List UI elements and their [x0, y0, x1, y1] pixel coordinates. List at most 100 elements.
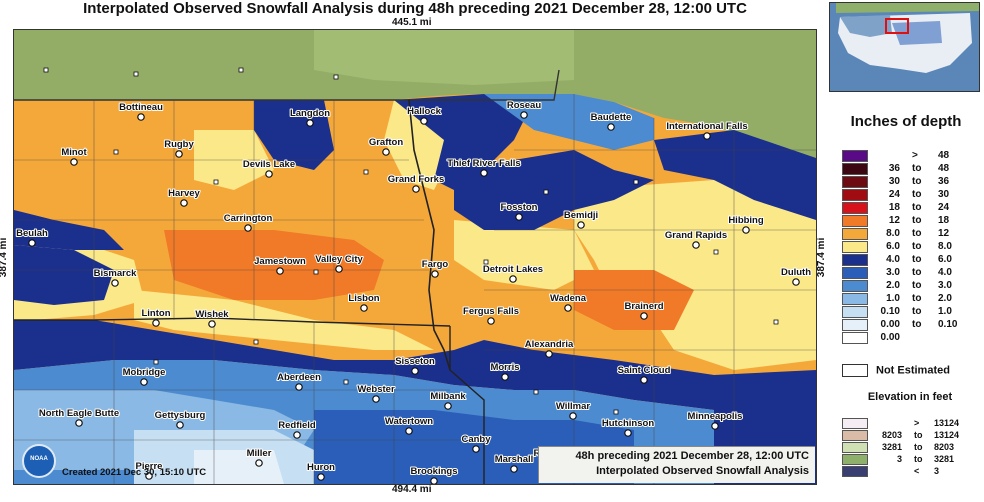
city-marker[interactable]: Jamestown [253, 255, 307, 275]
city-marker[interactable]: Hallock [406, 105, 443, 125]
city-marker[interactable]: Bottineau [118, 101, 164, 121]
city-marker[interactable]: Duluth [780, 266, 812, 286]
city-marker[interactable]: Minot [60, 146, 88, 166]
legend-row: 24 to 30 [842, 189, 972, 201]
city-label: Duluth [781, 267, 811, 278]
city-marker[interactable]: Alexandria [524, 338, 575, 358]
city-label: Grand Forks [388, 174, 445, 185]
city-marker[interactable]: North Eagle Butte [38, 407, 120, 427]
snowfall-map[interactable]: Bottineau Langdon Hallock Roseau Baudette Int… [13, 29, 817, 485]
legend-low: 6.0 [886, 241, 900, 252]
legend-row: 0.10 to 1.0 [842, 306, 972, 318]
circle-icon [412, 185, 420, 193]
city-marker[interactable]: Hibbing [727, 214, 765, 234]
city-marker[interactable]: Langdon [289, 107, 331, 127]
legend-row: 12 to 18 [842, 215, 972, 227]
legend-swatch [842, 241, 868, 253]
city-marker[interactable]: Harvey [167, 187, 202, 207]
circle-icon [640, 312, 648, 320]
legend-row: 6.0 to 8.0 [842, 241, 972, 253]
elevation-title: Elevation in feet [867, 391, 953, 403]
city-marker[interactable]: Wishek [194, 308, 230, 328]
city-marker[interactable]: Huron [306, 461, 336, 481]
city-marker[interactable]: Bismarck [93, 267, 138, 287]
city-marker[interactable]: Linton [140, 307, 172, 327]
legend-high: 48 [938, 163, 950, 174]
legend-swatch [842, 189, 868, 201]
circle-icon [480, 169, 488, 177]
legend-low: 0.00 [880, 332, 900, 343]
city-label: Beulah [16, 228, 48, 239]
legend-low: 12 [888, 215, 900, 226]
not-estimated-swatch [842, 364, 868, 377]
city-marker[interactable]: Fergus Falls [462, 305, 520, 325]
city-marker[interactable]: Marshall [494, 453, 534, 473]
elevation-swatch [842, 430, 868, 441]
legend-to: to [912, 293, 922, 304]
city-marker[interactable]: Webster [356, 383, 396, 403]
city-marker[interactable]: Rugby [163, 138, 195, 158]
legend-high: 18 [938, 215, 950, 226]
city-label: Brookings [411, 466, 458, 477]
city-marker[interactable]: Mobridge [122, 366, 166, 386]
city-marker[interactable]: Wadena [549, 292, 588, 312]
city-marker[interactable]: Willmar [555, 400, 591, 420]
legend-high: 30 [938, 189, 950, 200]
city-label: Hutchinson [602, 418, 654, 429]
city-marker[interactable]: Sisseton [394, 355, 436, 375]
city-marker[interactable]: Valley City [314, 253, 364, 273]
legend-title: Inches of depth [850, 113, 962, 130]
city-marker[interactable]: Aberdeen [276, 371, 322, 391]
city-marker[interactable]: Carrington [223, 212, 273, 232]
info-line-1: 48h preceding 2021 December 28, 12:00 UT… [575, 450, 809, 462]
city-marker[interactable]: Fargo [421, 258, 449, 278]
elevation-row: 3281 to 8203 [842, 442, 972, 453]
blue-north-zone [254, 100, 334, 170]
circle-icon [792, 278, 800, 286]
elevation-swatch [842, 454, 868, 465]
city-label: Brainerd [624, 301, 663, 312]
legend-low: 3.0 [886, 267, 900, 278]
city-marker[interactable]: Grafton [368, 136, 404, 156]
city-marker[interactable]: Pierre [135, 460, 163, 480]
legend-to: to [912, 280, 922, 291]
city-marker[interactable]: Lisbon [347, 292, 381, 312]
city-marker[interactable]: Brainerd [623, 300, 665, 320]
city-marker[interactable]: Brookings [410, 465, 458, 484]
city-marker[interactable]: Hutchinson [601, 417, 655, 437]
circle-icon [577, 221, 585, 229]
legend-swatch [842, 150, 868, 162]
city-marker[interactable]: Thief River Falls [446, 157, 522, 177]
city-marker[interactable]: Saint Cloud [617, 364, 672, 384]
city-marker[interactable]: Devils Lake [242, 158, 296, 178]
city-marker[interactable]: Roseau [506, 99, 542, 119]
inset-locator-map[interactable] [829, 2, 980, 92]
city-marker[interactable]: International Falls [665, 120, 749, 140]
city-marker[interactable]: Gettysburg [154, 409, 207, 429]
circle-icon [487, 317, 495, 325]
city-marker[interactable]: Fosston [500, 201, 539, 221]
city-marker[interactable]: Redfield [277, 419, 317, 439]
city-marker[interactable]: Morris [489, 361, 521, 381]
city-label: Alexandria [525, 339, 574, 350]
city-marker[interactable]: Beulah [15, 227, 49, 247]
city-marker[interactable]: Detroit Lakes [482, 263, 544, 283]
city-marker[interactable]: Canby [460, 433, 492, 453]
city-marker[interactable]: Milbank [429, 390, 467, 410]
city-marker[interactable]: Watertown [384, 415, 434, 435]
elevation-low: 3281 [881, 442, 902, 452]
legend-swatch [842, 163, 868, 175]
city-marker[interactable]: Grand Rapids [664, 229, 728, 249]
circle-icon [137, 113, 145, 121]
city-marker[interactable]: Bemidji [563, 209, 599, 229]
city-label: Lisbon [348, 293, 379, 304]
city-marker[interactable]: Baudette [590, 111, 632, 131]
inset-region-marker [885, 18, 909, 34]
circle-icon [111, 279, 119, 287]
city-label: Fargo [422, 259, 449, 270]
city-marker[interactable]: Minneapolis [687, 410, 743, 430]
circle-icon [255, 459, 263, 467]
city-marker[interactable]: Miller [246, 447, 273, 467]
circle-icon [28, 239, 36, 247]
city-marker[interactable]: Grand Forks [387, 173, 445, 193]
